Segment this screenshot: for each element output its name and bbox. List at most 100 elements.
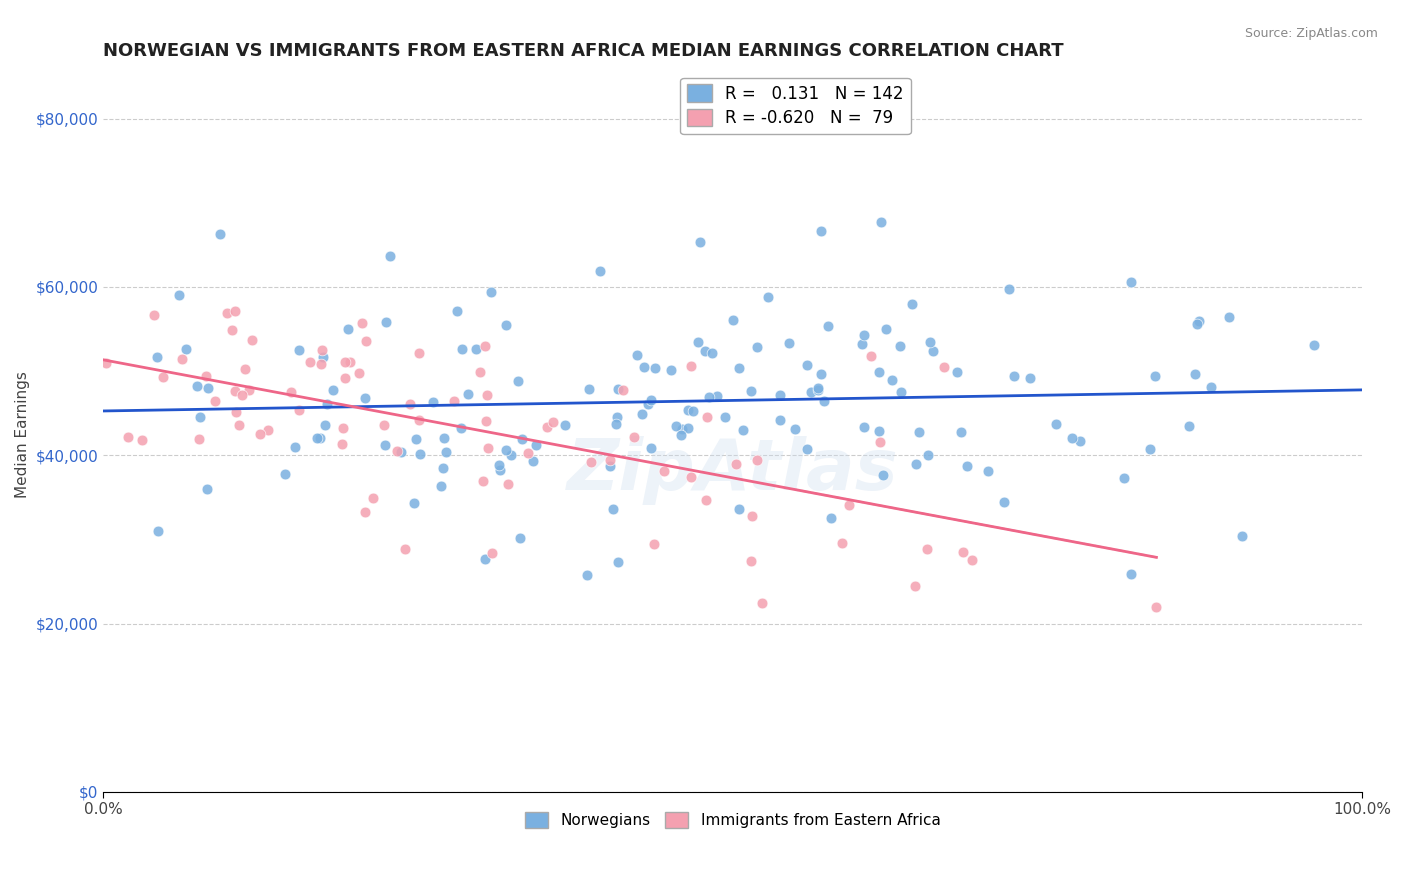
Point — [308, 431, 330, 445]
Point — [679, 359, 702, 374]
Point — [853, 419, 876, 434]
Point — [778, 335, 800, 350]
Point — [723, 313, 745, 327]
Point — [1199, 380, 1222, 394]
Point — [422, 394, 444, 409]
Point — [740, 384, 762, 399]
Point — [352, 317, 374, 331]
Point — [465, 343, 488, 357]
Point — [671, 422, 693, 436]
Point — [606, 555, 628, 569]
Point — [1184, 367, 1206, 381]
Point — [740, 554, 762, 568]
Point — [361, 491, 384, 505]
Point — [682, 403, 704, 417]
Point — [94, 356, 117, 370]
Text: ZipAtlas: ZipAtlas — [567, 435, 898, 505]
Point — [918, 334, 941, 349]
Point — [408, 345, 430, 359]
Point — [142, 308, 165, 322]
Point — [488, 458, 510, 473]
Point — [322, 383, 344, 397]
Point — [901, 297, 924, 311]
Point — [807, 381, 830, 395]
Point — [1121, 566, 1143, 581]
Point — [477, 441, 499, 455]
Point — [495, 318, 517, 332]
Point — [509, 531, 531, 545]
Point — [288, 343, 311, 357]
Point — [640, 392, 662, 407]
Point — [724, 457, 747, 471]
Point — [1019, 371, 1042, 385]
Point — [882, 372, 904, 386]
Point — [131, 433, 153, 447]
Point — [399, 397, 422, 411]
Point — [578, 382, 600, 396]
Point — [517, 445, 540, 459]
Point — [472, 474, 495, 488]
Point — [475, 414, 498, 428]
Point — [522, 453, 544, 467]
Point — [170, 351, 193, 366]
Point — [599, 458, 621, 473]
Point — [589, 264, 612, 278]
Point — [960, 552, 983, 566]
Point — [605, 417, 627, 431]
Point — [405, 432, 427, 446]
Point — [274, 467, 297, 481]
Point — [949, 425, 972, 440]
Point — [907, 425, 929, 439]
Point — [747, 340, 769, 354]
Point — [831, 536, 853, 550]
Text: Source: ZipAtlas.com: Source: ZipAtlas.com — [1244, 27, 1378, 40]
Point — [1188, 314, 1211, 328]
Point — [186, 379, 208, 393]
Point — [146, 524, 169, 538]
Point — [905, 458, 928, 472]
Y-axis label: Median Earnings: Median Earnings — [15, 371, 30, 498]
Point — [633, 359, 655, 374]
Point — [1303, 338, 1326, 352]
Point — [195, 482, 218, 496]
Point — [188, 410, 211, 425]
Point — [869, 215, 891, 229]
Point — [579, 455, 602, 469]
Point — [335, 370, 357, 384]
Point — [305, 431, 328, 445]
Point — [481, 546, 503, 560]
Point — [353, 504, 375, 518]
Point — [872, 467, 894, 482]
Point — [796, 442, 818, 457]
Point — [312, 350, 335, 364]
Point — [354, 392, 377, 406]
Point — [430, 478, 453, 492]
Point — [231, 388, 253, 402]
Point — [696, 409, 718, 424]
Point — [1069, 434, 1091, 448]
Point — [820, 511, 842, 525]
Point — [623, 430, 645, 444]
Point — [747, 452, 769, 467]
Point — [404, 496, 426, 510]
Point — [298, 355, 321, 369]
Point — [524, 438, 547, 452]
Point — [1114, 471, 1136, 485]
Point — [612, 383, 634, 397]
Point — [474, 551, 496, 566]
Point — [669, 427, 692, 442]
Point — [817, 319, 839, 334]
Point — [869, 435, 891, 450]
Point — [768, 413, 790, 427]
Point — [280, 385, 302, 400]
Point — [554, 417, 576, 432]
Point — [607, 382, 630, 396]
Point — [335, 355, 357, 369]
Point — [1218, 310, 1240, 325]
Point — [284, 440, 307, 454]
Point — [756, 290, 779, 304]
Point — [536, 420, 558, 434]
Point — [225, 405, 247, 419]
Point — [443, 394, 465, 409]
Point — [689, 235, 711, 249]
